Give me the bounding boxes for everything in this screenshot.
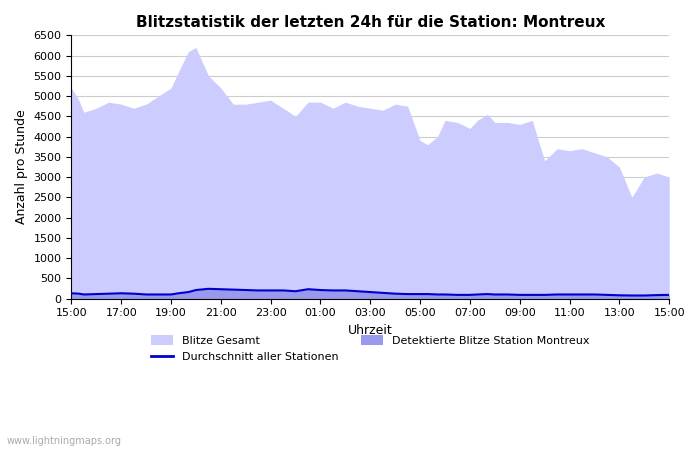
Text: www.lightningmaps.org: www.lightningmaps.org [7, 436, 122, 446]
Y-axis label: Anzahl pro Stunde: Anzahl pro Stunde [15, 109, 28, 224]
Legend: Blitze Gesamt, Durchschnitt aller Stationen, Detektierte Blitze Station Montreux: Blitze Gesamt, Durchschnitt aller Statio… [146, 331, 594, 367]
Title: Blitzstatistik der letzten 24h für die Station: Montreux: Blitzstatistik der letzten 24h für die S… [136, 15, 605, 30]
X-axis label: Uhrzeit: Uhrzeit [348, 324, 393, 337]
